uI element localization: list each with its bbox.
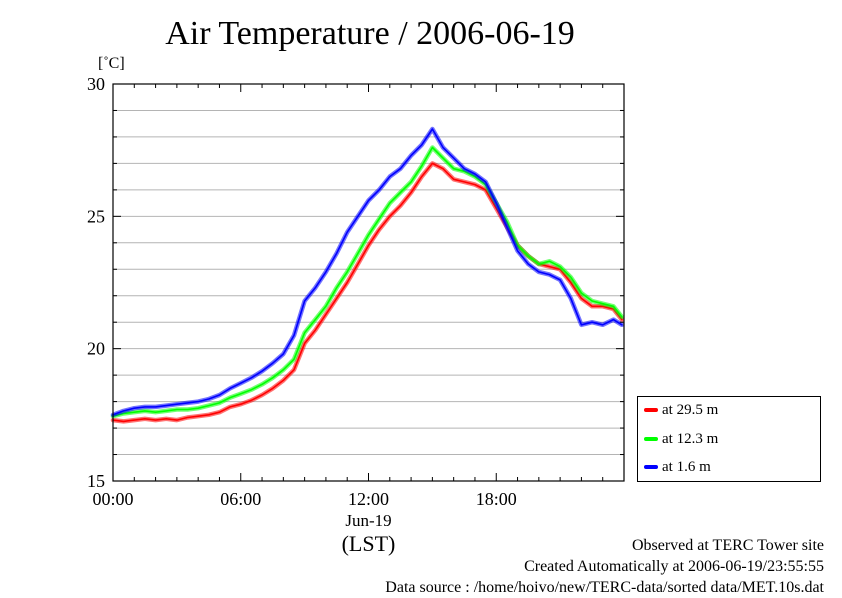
axis-labels: 15 20 25 30 00:00 06:00 12:00 18:00 Jun-19(LST) xyxy=(87,74,517,556)
legend-item-12-3m: at 12.3 m xyxy=(644,428,718,450)
x-tick-label: 12:00 xyxy=(348,489,389,509)
legend-item-29-5m: at 29.5 m xyxy=(644,399,718,421)
series-line-1 xyxy=(112,146,623,418)
x-tick-label: 06:00 xyxy=(220,489,261,509)
y-tick-label: 25 xyxy=(87,206,105,226)
x-axis-label: (LST) xyxy=(342,531,396,556)
y-tick-label: 20 xyxy=(87,339,105,359)
legend-swatch-blue xyxy=(644,465,658,469)
series-line-halo-1 xyxy=(110,145,625,419)
series-line-halo-2 xyxy=(110,126,625,418)
legend-label: at 29.5 m xyxy=(662,401,719,418)
x-tick-label: 00:00 xyxy=(92,489,133,509)
legend-label: at 12.3 m xyxy=(662,430,719,447)
axis-ticks xyxy=(112,83,625,482)
legend: at 29.5 m at 12.3 m at 1.6 m xyxy=(637,396,821,482)
footer-created: Created Automatically at 2006-06-19/23:5… xyxy=(524,558,824,575)
legend-label: at 1.6 m xyxy=(662,458,711,475)
y-tick-label: 15 xyxy=(87,471,105,491)
chart-title: Air Temperature / 2006-06-19 xyxy=(165,15,575,52)
x-date-label: Jun-19 xyxy=(345,511,391,530)
footer-source: Data source : /home/hoivo/new/TERC-data/… xyxy=(385,579,824,596)
series-lines xyxy=(110,126,625,424)
legend-swatch-green xyxy=(644,437,658,441)
legend-swatch-red xyxy=(644,408,658,412)
footer-observed: Observed at TERC Tower site xyxy=(631,537,824,554)
y-tick-label: 30 xyxy=(87,74,105,94)
x-tick-label: 18:00 xyxy=(476,489,517,509)
y-axis-unit: [˚C] xyxy=(98,55,125,72)
legend-item-1-6m: at 1.6 m xyxy=(644,456,711,478)
plot-frame xyxy=(112,83,625,482)
series-line-2 xyxy=(112,128,623,416)
